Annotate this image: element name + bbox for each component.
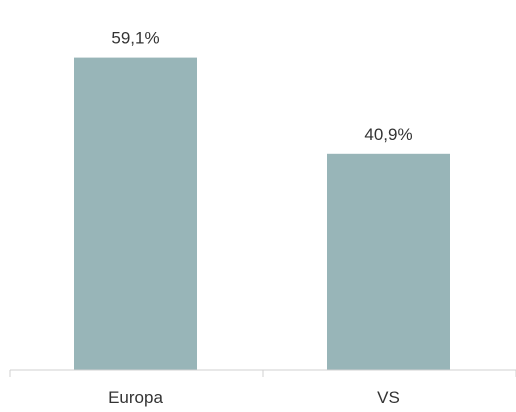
- x-tick-label-vs: VS: [377, 388, 400, 407]
- x-axis: Europa VS: [9, 369, 516, 407]
- data-label-europa: 59,1%: [111, 29, 159, 48]
- bars-layer: [74, 57, 450, 370]
- data-label-vs: 40,9%: [364, 125, 412, 144]
- bar-vs: [327, 153, 450, 370]
- data-labels-layer: 59,1% 40,9%: [111, 29, 412, 144]
- bar-europa: [74, 57, 197, 370]
- x-tick-label-europa: Europa: [108, 388, 163, 407]
